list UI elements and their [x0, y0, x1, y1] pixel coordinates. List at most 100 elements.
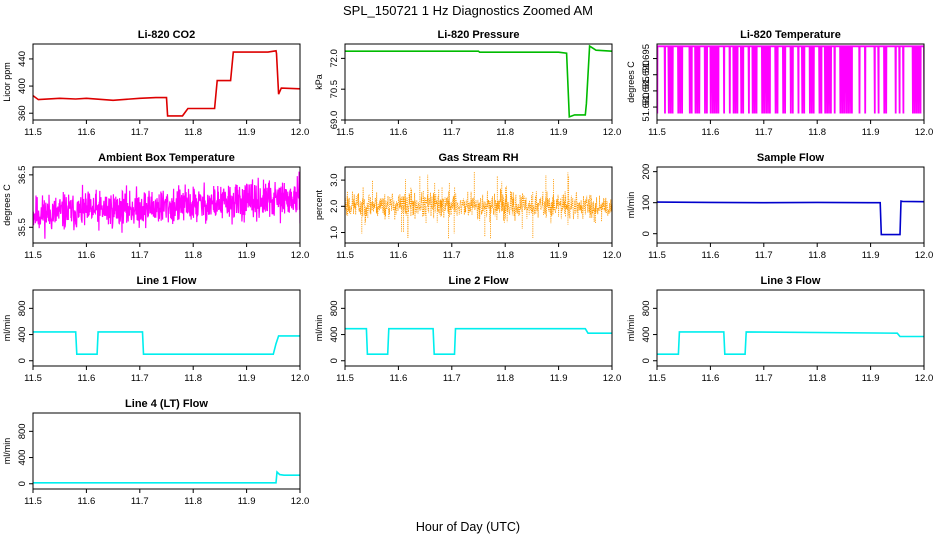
y-axis-label: degrees C: [626, 61, 636, 103]
x-tick-label: 11.9: [550, 127, 568, 138]
panel-title: Li-820 Pressure: [438, 29, 520, 41]
y-tick-label: 51.680: [641, 93, 652, 122]
x-tick-label: 11.8: [184, 127, 202, 138]
x-tick-label: 11.5: [336, 373, 354, 384]
x-tick-label: 11.7: [131, 250, 149, 261]
plot-frame: [344, 43, 613, 121]
y-tick-label: 51.695: [641, 44, 652, 73]
y-tick-label: 72.0: [329, 49, 340, 68]
series-line: [657, 200, 924, 236]
panel-3: Ambient Box Temperature degrees C 11.5 11.6…: [2, 152, 309, 261]
series-line: [33, 331, 300, 356]
x-tick-label: 11.5: [24, 250, 42, 261]
y-axis-label: degrees C: [2, 184, 12, 226]
x-tick-label: 11.7: [443, 250, 461, 261]
plot-area: [345, 171, 612, 240]
x-tick-label: 12.0: [603, 373, 622, 384]
y-axis-label: ml/min: [314, 315, 324, 342]
y-tick-label: 69.0: [329, 111, 340, 130]
y-tick-label: 440: [17, 51, 28, 67]
x-tick-label: 11.8: [184, 373, 202, 384]
y-axis-label: ml/min: [626, 192, 636, 219]
x-tick-label: 11.8: [496, 127, 514, 138]
x-tick-label: 11.7: [755, 250, 773, 261]
plot-frame: [32, 43, 301, 121]
plot-frame: [656, 43, 925, 121]
panel-title: Line 2 Flow: [449, 275, 509, 287]
panel-title: Line 4 (LT) Flow: [125, 398, 208, 410]
plot-area: [657, 45, 924, 114]
plot-area: [33, 49, 300, 117]
series-line: [657, 331, 924, 356]
x-tick-label: 11.7: [131, 373, 149, 384]
panel-6: Line 1 Flow ml/min 11.5 11.6 11.7 11.8 11.9 12.…: [2, 275, 309, 384]
y-tick-label: 800: [17, 423, 28, 439]
panel-4: Gas Stream RH percent 11.5 11.6 11.7 11.8 11.9…: [314, 152, 621, 261]
x-tick-label: 11.9: [238, 250, 256, 261]
panel-title: Gas Stream RH: [438, 152, 518, 164]
x-tick-label: 12.0: [291, 373, 310, 384]
series-line: [33, 49, 300, 117]
x-tick-label: 11.9: [862, 127, 880, 138]
plot-frame: [344, 289, 613, 367]
y-tick-label: 2.0: [329, 200, 340, 213]
x-tick-label: 12.0: [291, 250, 310, 261]
x-tick-label: 11.5: [24, 127, 42, 138]
x-tick-label: 11.6: [78, 373, 96, 384]
series-line: [33, 470, 300, 484]
x-tick-label: 11.7: [131, 496, 149, 507]
panel-8: Line 3 Flow ml/min 11.5 11.6 11.7 11.8 11.9 12.…: [626, 275, 933, 384]
x-tick-label: 11.6: [390, 250, 408, 261]
panel-title: Li-820 Temperature: [740, 29, 841, 41]
x-tick-label: 11.9: [238, 373, 256, 384]
plot-area: [657, 331, 924, 356]
x-tick-label: 11.5: [336, 250, 354, 261]
x-tick-label: 11.7: [755, 127, 773, 138]
y-axis-label: kPa: [314, 74, 324, 90]
y-axis-label: Licor ppm: [2, 62, 12, 102]
x-tick-label: 11.6: [702, 373, 720, 384]
x-tick-label: 11.5: [648, 373, 666, 384]
x-tick-label: 12.0: [915, 250, 934, 261]
panel-title: Ambient Box Temperature: [98, 152, 235, 164]
x-tick-label: 12.0: [291, 496, 310, 507]
x-tick-label: 11.9: [550, 373, 568, 384]
x-tick-label: 12.0: [603, 250, 622, 261]
x-tick-label: 11.9: [862, 373, 880, 384]
figure-title: SPL_150721 1 Hz Diagnostics Zoomed AM: [343, 3, 593, 18]
y-tick-label: 400: [329, 327, 340, 343]
x-tick-label: 11.8: [496, 373, 514, 384]
x-tick-label: 11.7: [443, 127, 461, 138]
plot-area: [33, 331, 300, 356]
panel-title: Li-820 CO2: [138, 29, 195, 41]
x-tick-label: 11.6: [390, 373, 408, 384]
y-tick-label: 400: [17, 78, 28, 94]
y-tick-label: 400: [17, 327, 28, 343]
y-axis-label: ml/min: [2, 438, 12, 465]
y-tick-label: 3.0: [329, 173, 340, 186]
x-tick-label: 11.6: [390, 127, 408, 138]
y-tick-label: 70.5: [329, 80, 340, 99]
x-tick-label: 11.7: [131, 127, 149, 138]
plot-frame: [344, 166, 613, 244]
y-tick-label: 0: [17, 358, 28, 363]
x-tick-label: 11.6: [78, 127, 96, 138]
x-tick-label: 11.9: [862, 250, 880, 261]
y-axis-label: percent: [314, 189, 324, 220]
x-tick-label: 11.8: [184, 250, 202, 261]
x-tick-label: 11.7: [443, 373, 461, 384]
x-tick-label: 11.9: [550, 250, 568, 261]
x-tick-label: 12.0: [915, 373, 934, 384]
x-tick-label: 11.5: [24, 373, 42, 384]
plot-area: [657, 200, 924, 236]
plot-frame: [656, 166, 925, 244]
y-tick-label: 800: [17, 300, 28, 316]
y-tick-label: 0: [329, 358, 340, 363]
x-tick-label: 11.7: [755, 373, 773, 384]
x-tick-label: 12.0: [291, 127, 310, 138]
plot-area: [345, 44, 612, 119]
x-tick-label: 11.6: [702, 127, 720, 138]
x-tick-label: 11.8: [808, 127, 826, 138]
x-tick-label: 11.5: [648, 127, 666, 138]
